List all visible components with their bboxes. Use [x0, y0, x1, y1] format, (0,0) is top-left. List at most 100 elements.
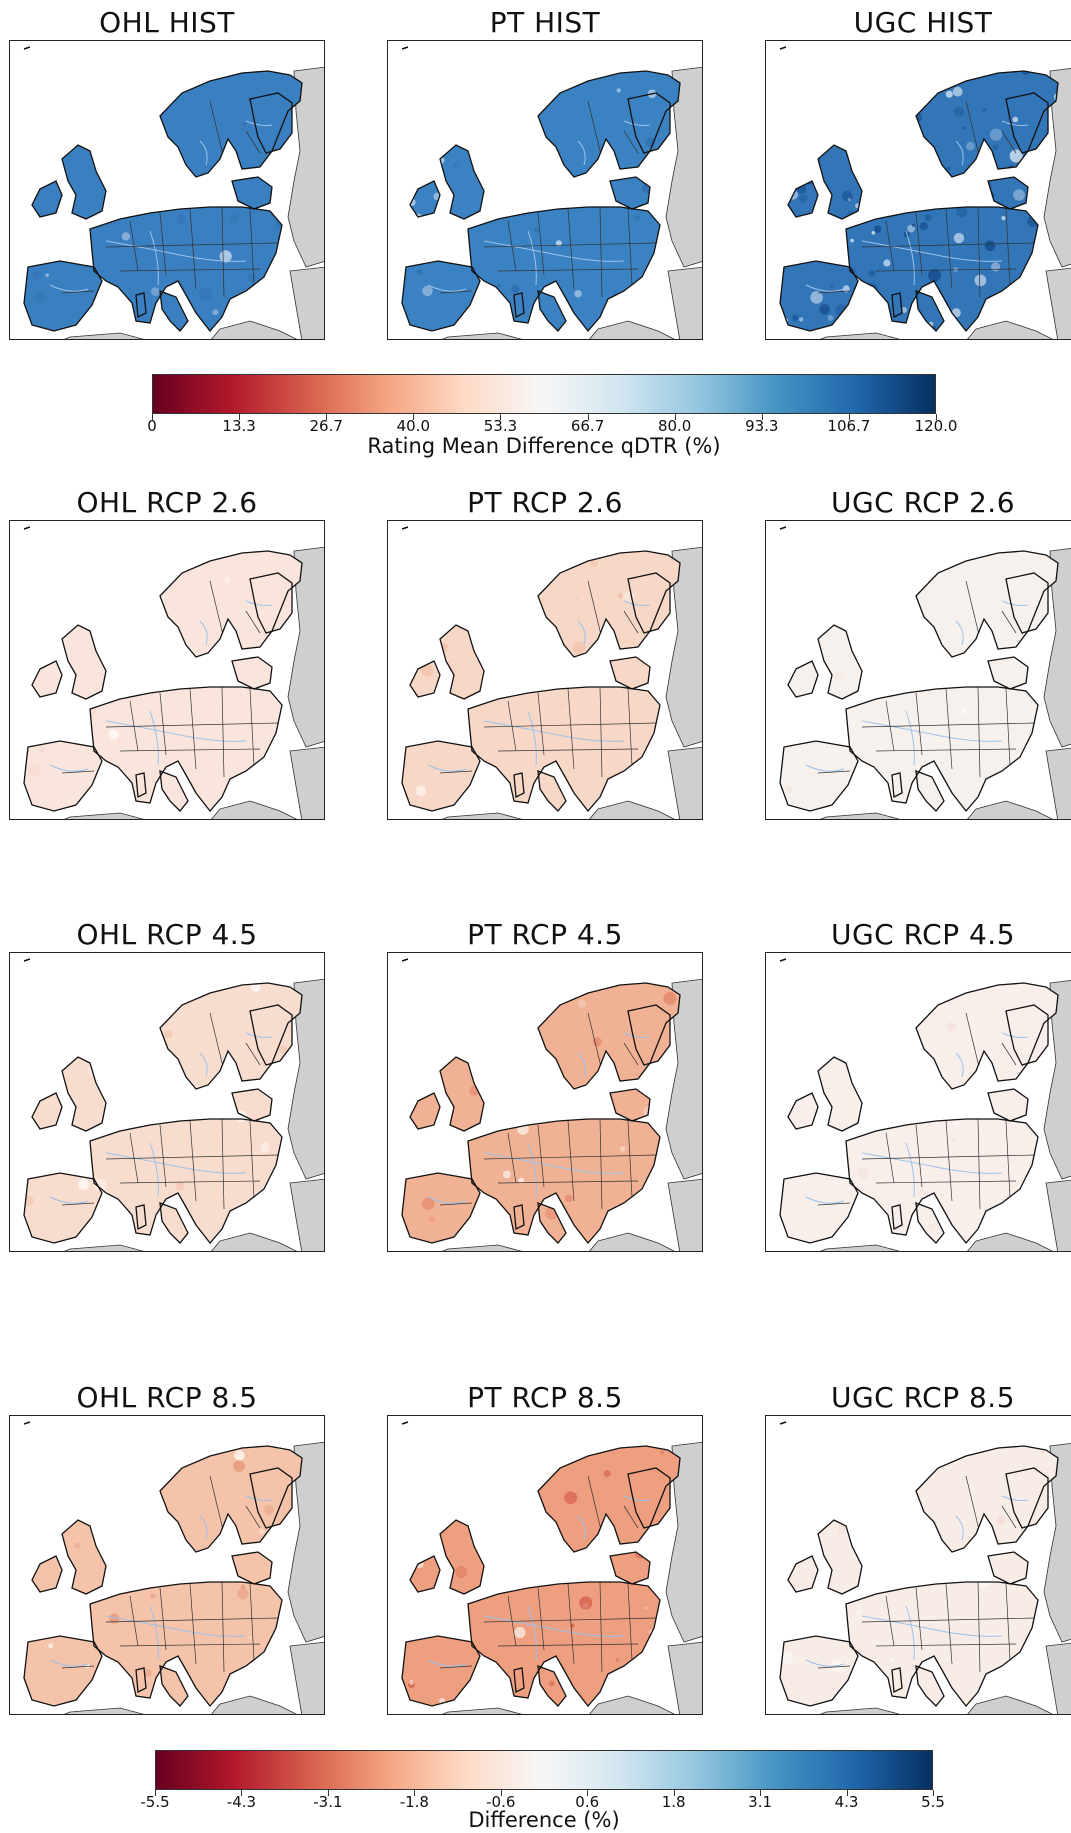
country-border	[221, 686, 225, 778]
colorbar-tickmark	[673, 1790, 675, 1796]
map-frame	[387, 520, 703, 820]
coastline	[89, 686, 283, 813]
islet	[23, 958, 31, 962]
river	[623, 1495, 651, 1501]
coastline	[159, 550, 303, 658]
river	[1001, 1495, 1029, 1501]
coastline	[249, 572, 293, 634]
coastline	[409, 1092, 441, 1130]
no-data-land	[819, 332, 901, 339]
coastline	[891, 772, 903, 799]
islet	[401, 958, 409, 962]
no-data-land	[63, 1707, 145, 1714]
country-border	[627, 1120, 633, 1198]
country-border	[875, 268, 1017, 272]
river	[577, 1515, 586, 1541]
country-border	[587, 1012, 603, 1072]
coastline	[23, 260, 103, 332]
coastline	[249, 92, 293, 154]
coastline	[401, 260, 481, 332]
coastline	[61, 1519, 107, 1595]
coastline	[891, 1667, 903, 1694]
no-data-land	[289, 266, 324, 339]
no-data-land	[967, 320, 1053, 339]
country-border	[567, 1583, 575, 1665]
data-field	[24, 71, 302, 331]
europe-map	[23, 526, 324, 819]
coastline	[845, 206, 1039, 333]
coastline	[31, 1092, 63, 1130]
river	[427, 1659, 467, 1667]
country-border	[119, 1643, 261, 1647]
europe-map	[779, 958, 1071, 1251]
river	[955, 1515, 964, 1541]
country-border	[915, 1124, 923, 1188]
no-data-land	[667, 1641, 702, 1714]
colorbar-tick-label: 66.7	[570, 417, 605, 435]
country-border	[965, 100, 981, 160]
coastline	[467, 1581, 661, 1708]
river	[577, 140, 586, 166]
colorbar-tickmark	[674, 414, 676, 420]
country-border	[965, 1475, 981, 1535]
colorbar-tick-label: 53.3	[483, 417, 518, 435]
country-border	[61, 770, 95, 774]
river	[199, 140, 208, 166]
colorbar-tickmark	[326, 414, 328, 420]
country-border	[965, 580, 981, 640]
panel-title: OHL RCP 2.6	[76, 486, 258, 519]
panel-title: PT HIST	[489, 6, 601, 39]
coastline	[915, 982, 1059, 1090]
country-border	[245, 1505, 261, 1529]
country-border	[1001, 610, 1017, 634]
country-border	[587, 1475, 603, 1535]
coastline	[609, 1088, 651, 1122]
europe-map	[23, 958, 324, 1251]
colorbar-tickmark	[414, 1790, 416, 1796]
panel-title: UGC RCP 4.5	[830, 918, 1016, 951]
data-field	[402, 983, 680, 1243]
country-border	[61, 1665, 95, 1669]
colorbar-tickmark	[587, 414, 589, 420]
country-border	[945, 688, 953, 770]
country-border	[159, 692, 167, 756]
river	[905, 230, 915, 286]
river	[955, 620, 964, 646]
country-border	[221, 206, 225, 298]
colorbar-tick-label: 0	[147, 417, 157, 435]
islet	[401, 46, 409, 50]
no-data-land	[589, 320, 675, 339]
colorbar-tickmark	[500, 1790, 502, 1796]
colorbar-tickmark	[760, 1790, 762, 1796]
country-border	[221, 1581, 225, 1673]
river	[905, 1142, 915, 1198]
coastline	[159, 1202, 189, 1244]
no-data-land	[667, 746, 702, 819]
country-border	[61, 1202, 95, 1206]
coastline	[439, 624, 485, 700]
country-border	[945, 208, 953, 290]
coastline	[787, 1555, 819, 1593]
river	[861, 1152, 1003, 1174]
river	[149, 710, 159, 766]
river	[483, 240, 625, 262]
panel-title: PT RCP 4.5	[467, 918, 623, 951]
data-field	[24, 551, 302, 811]
river	[149, 1142, 159, 1198]
country-border	[915, 212, 923, 276]
islet	[779, 958, 787, 962]
coastline	[31, 660, 63, 698]
no-data-land	[441, 1244, 523, 1251]
country-border	[945, 1120, 953, 1202]
country-border	[209, 1475, 225, 1535]
no-data-land	[819, 812, 901, 819]
country-border	[567, 688, 575, 770]
map-frame	[765, 952, 1071, 1252]
no-data-land	[289, 1178, 324, 1251]
river	[623, 1032, 651, 1038]
country-border	[245, 1042, 261, 1066]
country-border	[623, 130, 639, 154]
coastline	[401, 1635, 481, 1707]
coastline	[89, 1118, 283, 1245]
colorbar-tickmark	[155, 1790, 156, 1796]
